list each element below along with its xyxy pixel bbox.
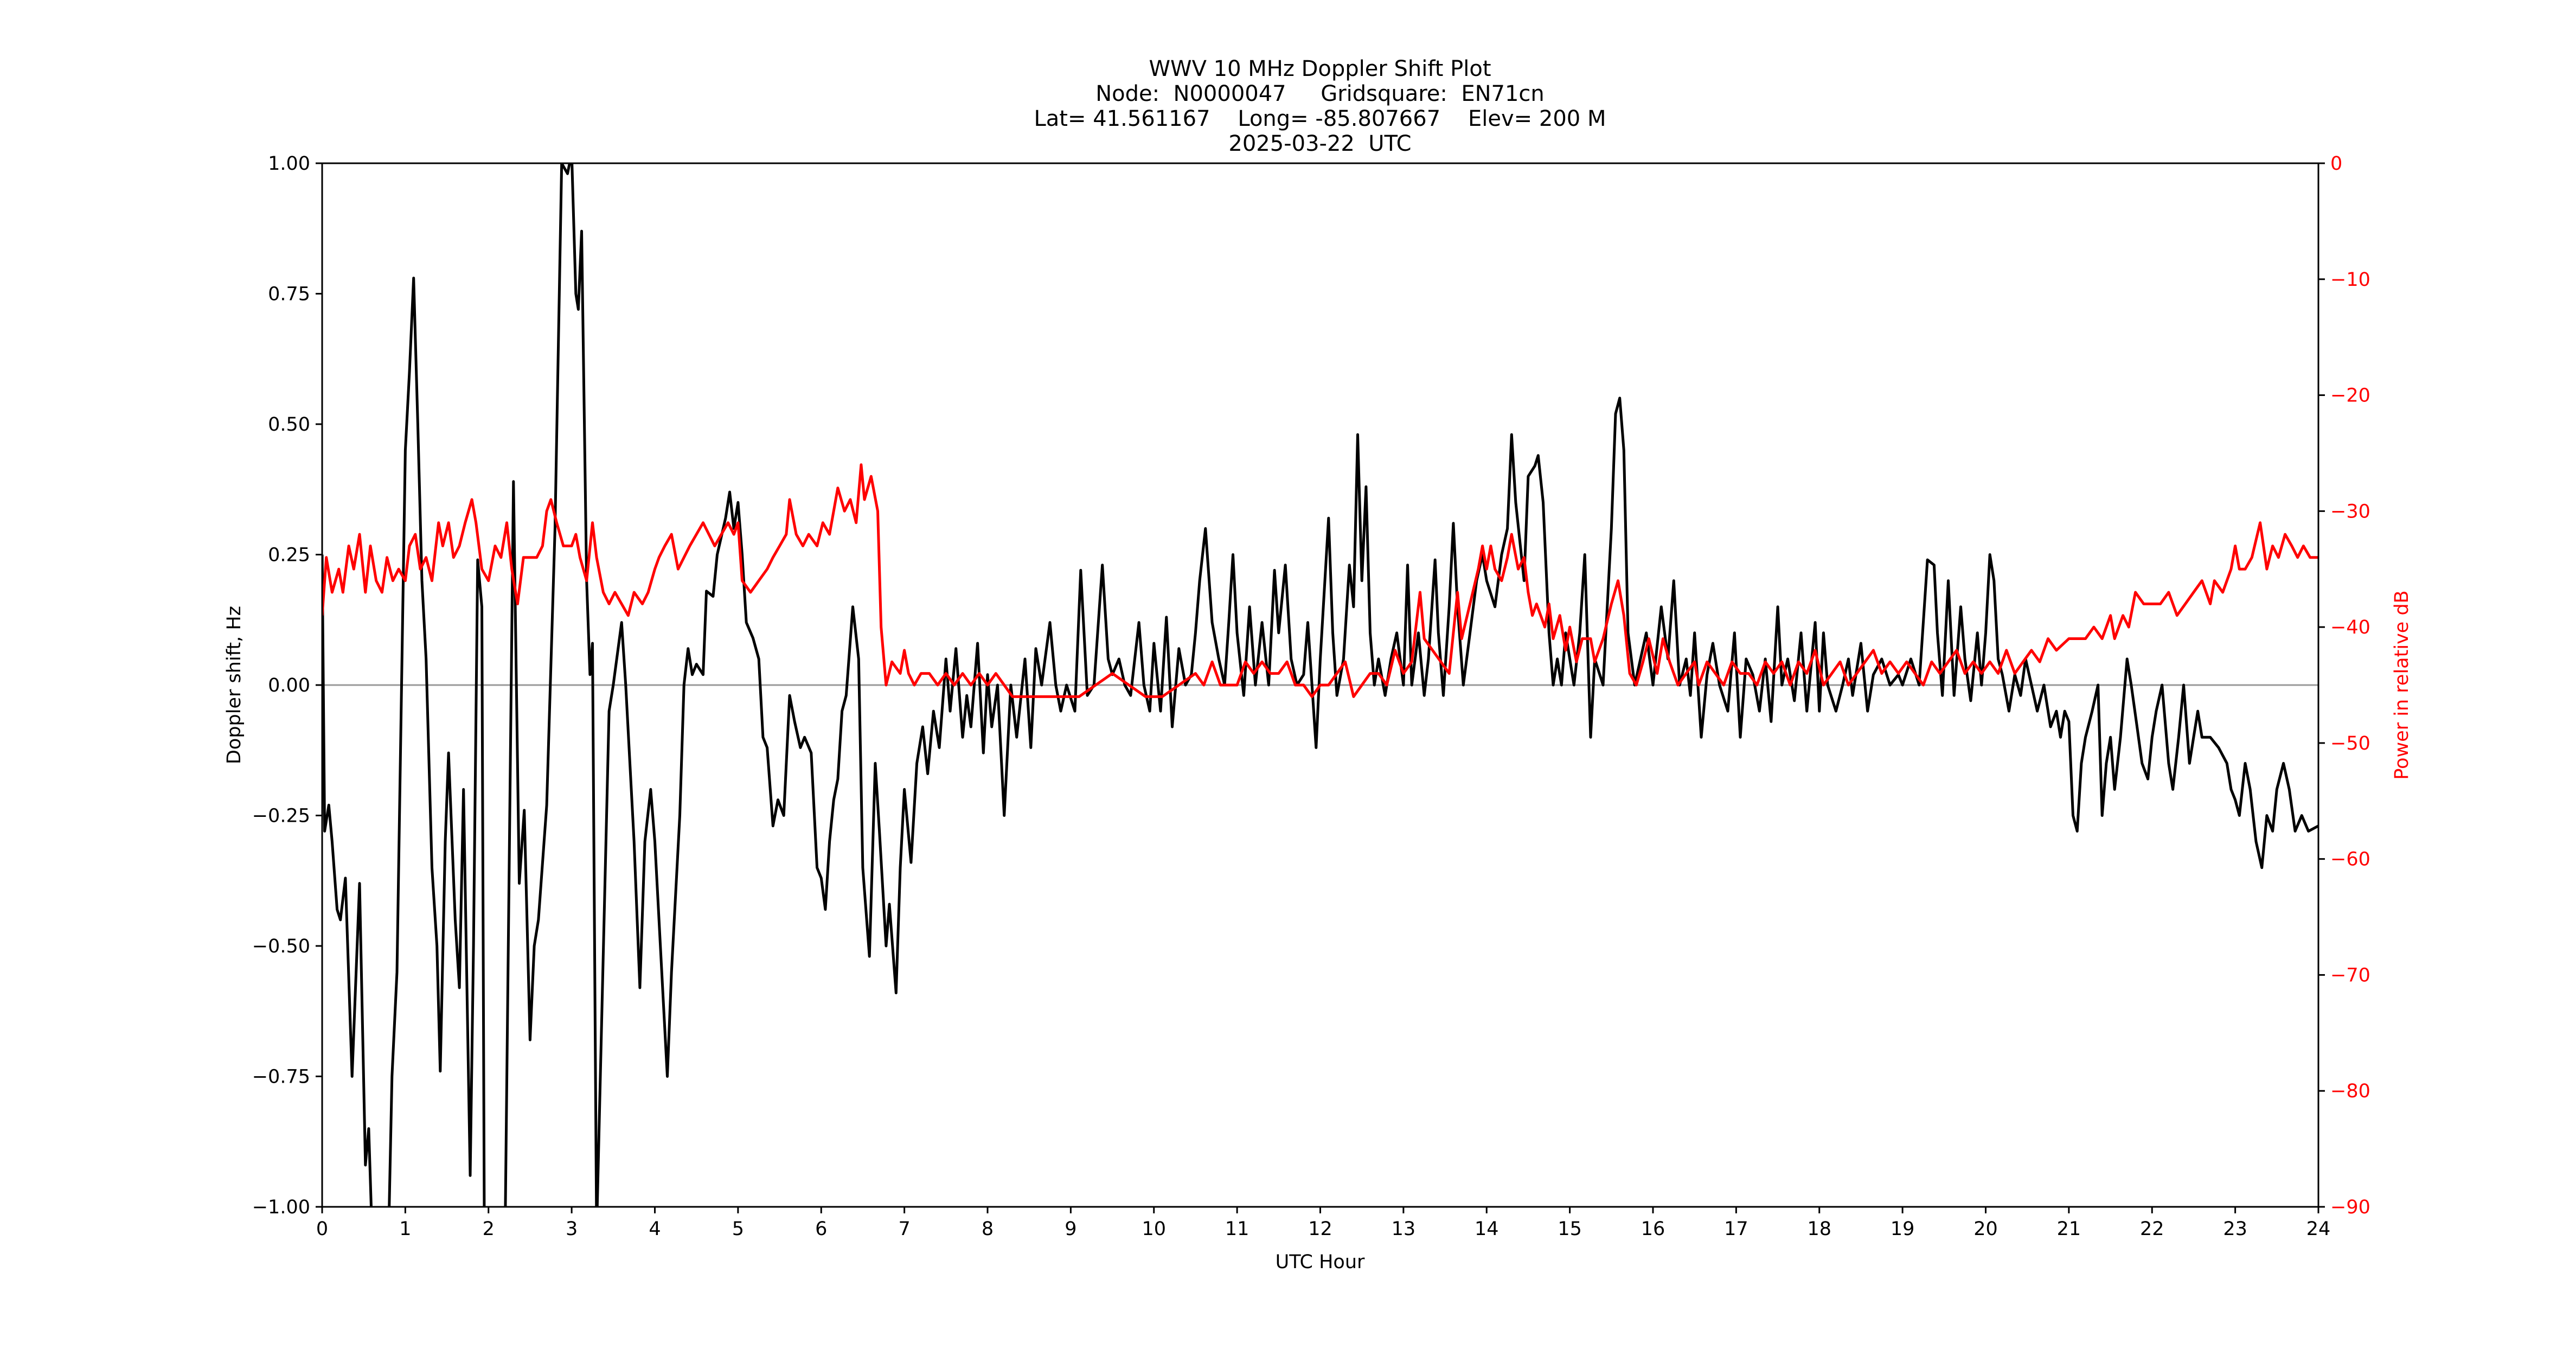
y2-tick-label: −60 bbox=[2330, 849, 2370, 871]
x-tick-label: 16 bbox=[1641, 1218, 1665, 1240]
x-tick-label: 2 bbox=[483, 1218, 495, 1240]
x-tick-label: 24 bbox=[2306, 1218, 2331, 1240]
y2-tick-label: −50 bbox=[2330, 733, 2370, 754]
x-tick-label: 23 bbox=[2223, 1218, 2247, 1240]
x-tick-label: 11 bbox=[1225, 1218, 1249, 1240]
x-tick-label: 9 bbox=[1065, 1218, 1076, 1240]
y-tick-label: −0.25 bbox=[252, 805, 310, 827]
x-tick-label: 0 bbox=[316, 1218, 328, 1240]
y-tick-label: 1.00 bbox=[268, 153, 310, 175]
title-line: WWV 10 MHz Doppler Shift Plot bbox=[1149, 56, 1491, 81]
title-line: 2025-03-22 UTC bbox=[1228, 131, 1411, 156]
x-tick-label: 18 bbox=[1807, 1218, 1831, 1240]
y-tick-label: 0.25 bbox=[268, 545, 310, 566]
doppler-series-line bbox=[322, 163, 2318, 1207]
y-tick-label: 0.50 bbox=[268, 414, 310, 436]
title-line: Node: N0000047 Gridsquare: EN71cn bbox=[1095, 81, 1545, 106]
y2-axis-label: Power in relative dB bbox=[2391, 590, 2413, 779]
x-tick-label: 17 bbox=[1724, 1218, 1748, 1240]
x-tick-label: 13 bbox=[1392, 1218, 1416, 1240]
x-tick-label: 4 bbox=[649, 1218, 661, 1240]
x-tick-label: 10 bbox=[1142, 1218, 1166, 1240]
y2-tick-label: −80 bbox=[2330, 1080, 2370, 1102]
power-series-line bbox=[322, 463, 2318, 698]
x-tick-label: 3 bbox=[566, 1218, 578, 1240]
x-tick-label: 1 bbox=[399, 1218, 411, 1240]
y2-tick-label: −30 bbox=[2330, 501, 2370, 522]
x-tick-label: 20 bbox=[1973, 1218, 1998, 1240]
y2-tick-label: −70 bbox=[2330, 964, 2370, 986]
y2-tick-label: −40 bbox=[2330, 617, 2370, 638]
y2-tick-label: −10 bbox=[2330, 269, 2370, 291]
y2-tick-label: −90 bbox=[2330, 1197, 2370, 1218]
x-tick-label: 19 bbox=[1891, 1218, 1915, 1240]
x-axis-label: UTC Hour bbox=[1276, 1251, 1365, 1273]
y-tick-label: 0.00 bbox=[268, 675, 310, 696]
x-tick-label: 8 bbox=[982, 1218, 994, 1240]
x-tick-label: 7 bbox=[898, 1218, 910, 1240]
x-tick-label: 5 bbox=[732, 1218, 744, 1240]
x-tick-label: 21 bbox=[2057, 1218, 2081, 1240]
x-tick-label: 22 bbox=[2140, 1218, 2164, 1240]
y2-tick-label: −20 bbox=[2330, 385, 2370, 407]
y-axis-label: Doppler shift, Hz bbox=[223, 606, 245, 764]
y-tick-label: −1.00 bbox=[252, 1197, 310, 1218]
x-tick-label: 15 bbox=[1558, 1218, 1582, 1240]
y2-tick-label: 0 bbox=[2330, 153, 2342, 175]
x-tick-label: 14 bbox=[1475, 1218, 1499, 1240]
y-tick-label: 0.75 bbox=[268, 284, 310, 305]
y-tick-label: −0.75 bbox=[252, 1066, 310, 1088]
title-line: Lat= 41.561167 Long= -85.807667 Elev= 20… bbox=[1034, 106, 1606, 131]
y-tick-label: −0.50 bbox=[252, 936, 310, 957]
x-tick-label: 6 bbox=[815, 1218, 827, 1240]
x-tick-label: 12 bbox=[1308, 1218, 1332, 1240]
